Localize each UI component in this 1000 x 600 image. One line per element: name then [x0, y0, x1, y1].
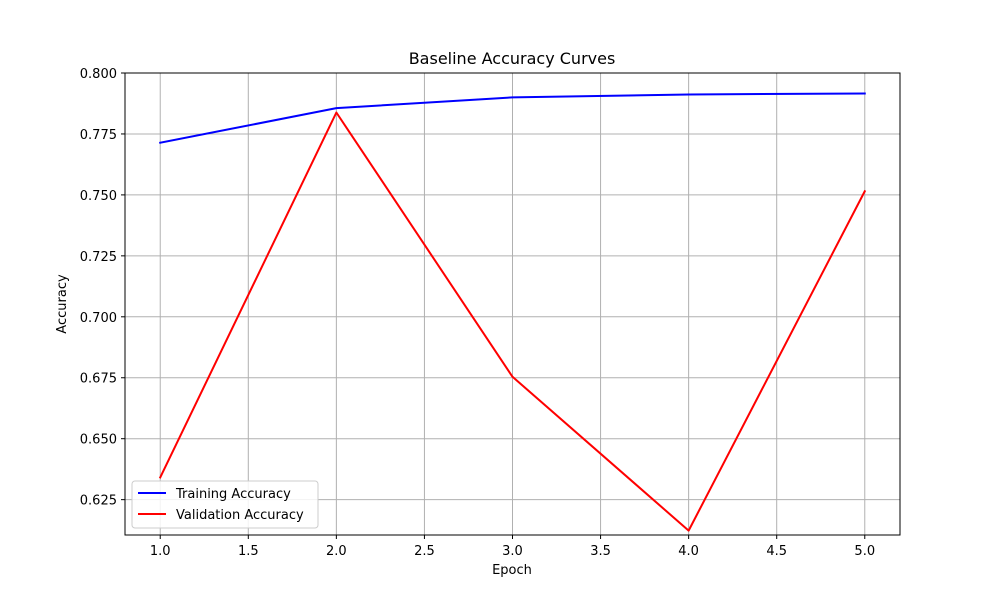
legend-label-training: Training Accuracy	[175, 487, 291, 502]
legend: Training Accuracy Validation Accuracy	[131, 480, 319, 529]
x-tick-label: 3.0	[502, 544, 523, 559]
y-tick-label: 0.625	[80, 494, 117, 509]
chart-title: Baseline Accuracy Curves	[409, 49, 616, 68]
x-tick-label: 2.0	[326, 544, 347, 559]
y-tick-label: 0.800	[80, 67, 117, 82]
y-tick-label: 0.650	[80, 433, 117, 448]
x-tick-label: 5.0	[854, 544, 875, 559]
axis-ticks: 1.0 1.5 2.0 2.5 3.0 3.5 4.0 4.5 5.0 0.625 0.650 0.6…	[80, 67, 875, 559]
series-line-training-accuracy	[159, 92, 866, 144]
y-axis-label: Accuracy	[55, 274, 70, 334]
y-tick-label: 0.675	[80, 372, 117, 387]
series-lines	[158, 92, 867, 532]
y-tick-label: 0.725	[80, 250, 117, 265]
series-line-validation-accuracy	[158, 111, 867, 532]
legend-label-validation: Validation Accuracy	[176, 508, 304, 523]
x-tick-label: 1.5	[238, 544, 259, 559]
grid	[125, 72, 900, 535]
x-tick-label: 2.5	[414, 544, 435, 559]
x-tick-label: 4.5	[766, 544, 787, 559]
y-tick-label: 0.700	[80, 311, 117, 326]
legend-box	[131, 480, 319, 529]
x-tick-label: 1.0	[150, 544, 171, 559]
x-tick-label: 3.5	[590, 544, 611, 559]
y-tick-label: 0.750	[80, 189, 117, 204]
y-tick-label: 0.775	[80, 128, 117, 143]
x-tick-label: 4.0	[678, 544, 699, 559]
x-axis-label: Epoch	[492, 563, 532, 578]
